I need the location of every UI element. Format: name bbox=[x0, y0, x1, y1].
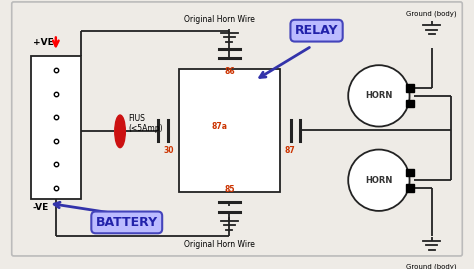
Bar bbox=[406, 169, 414, 176]
Text: +VE: +VE bbox=[33, 38, 54, 47]
Text: 87a: 87a bbox=[212, 122, 228, 131]
Ellipse shape bbox=[115, 115, 125, 148]
Bar bbox=[179, 69, 280, 192]
Bar bbox=[406, 100, 414, 107]
Text: Ground (body): Ground (body) bbox=[406, 264, 457, 269]
Bar bbox=[406, 184, 414, 192]
FancyBboxPatch shape bbox=[12, 2, 462, 256]
Text: HORN: HORN bbox=[365, 176, 392, 185]
Bar bbox=[31, 56, 81, 199]
Text: -VE: -VE bbox=[33, 203, 49, 212]
Text: 86: 86 bbox=[224, 67, 235, 76]
Text: Original Horn Wire: Original Horn Wire bbox=[184, 240, 255, 249]
Text: FIUS
(<5Amp): FIUS (<5Amp) bbox=[128, 114, 164, 133]
Text: 87: 87 bbox=[284, 146, 295, 155]
Text: RELAY: RELAY bbox=[295, 24, 338, 37]
Text: 30: 30 bbox=[164, 146, 174, 155]
Bar bbox=[406, 84, 414, 92]
Text: 85: 85 bbox=[224, 185, 235, 194]
Text: BATTERY: BATTERY bbox=[96, 216, 158, 229]
Text: Original Horn Wire: Original Horn Wire bbox=[184, 15, 255, 24]
Circle shape bbox=[348, 150, 410, 211]
Text: Ground (body): Ground (body) bbox=[406, 11, 457, 17]
Text: HORN: HORN bbox=[365, 91, 392, 100]
Circle shape bbox=[348, 65, 410, 126]
